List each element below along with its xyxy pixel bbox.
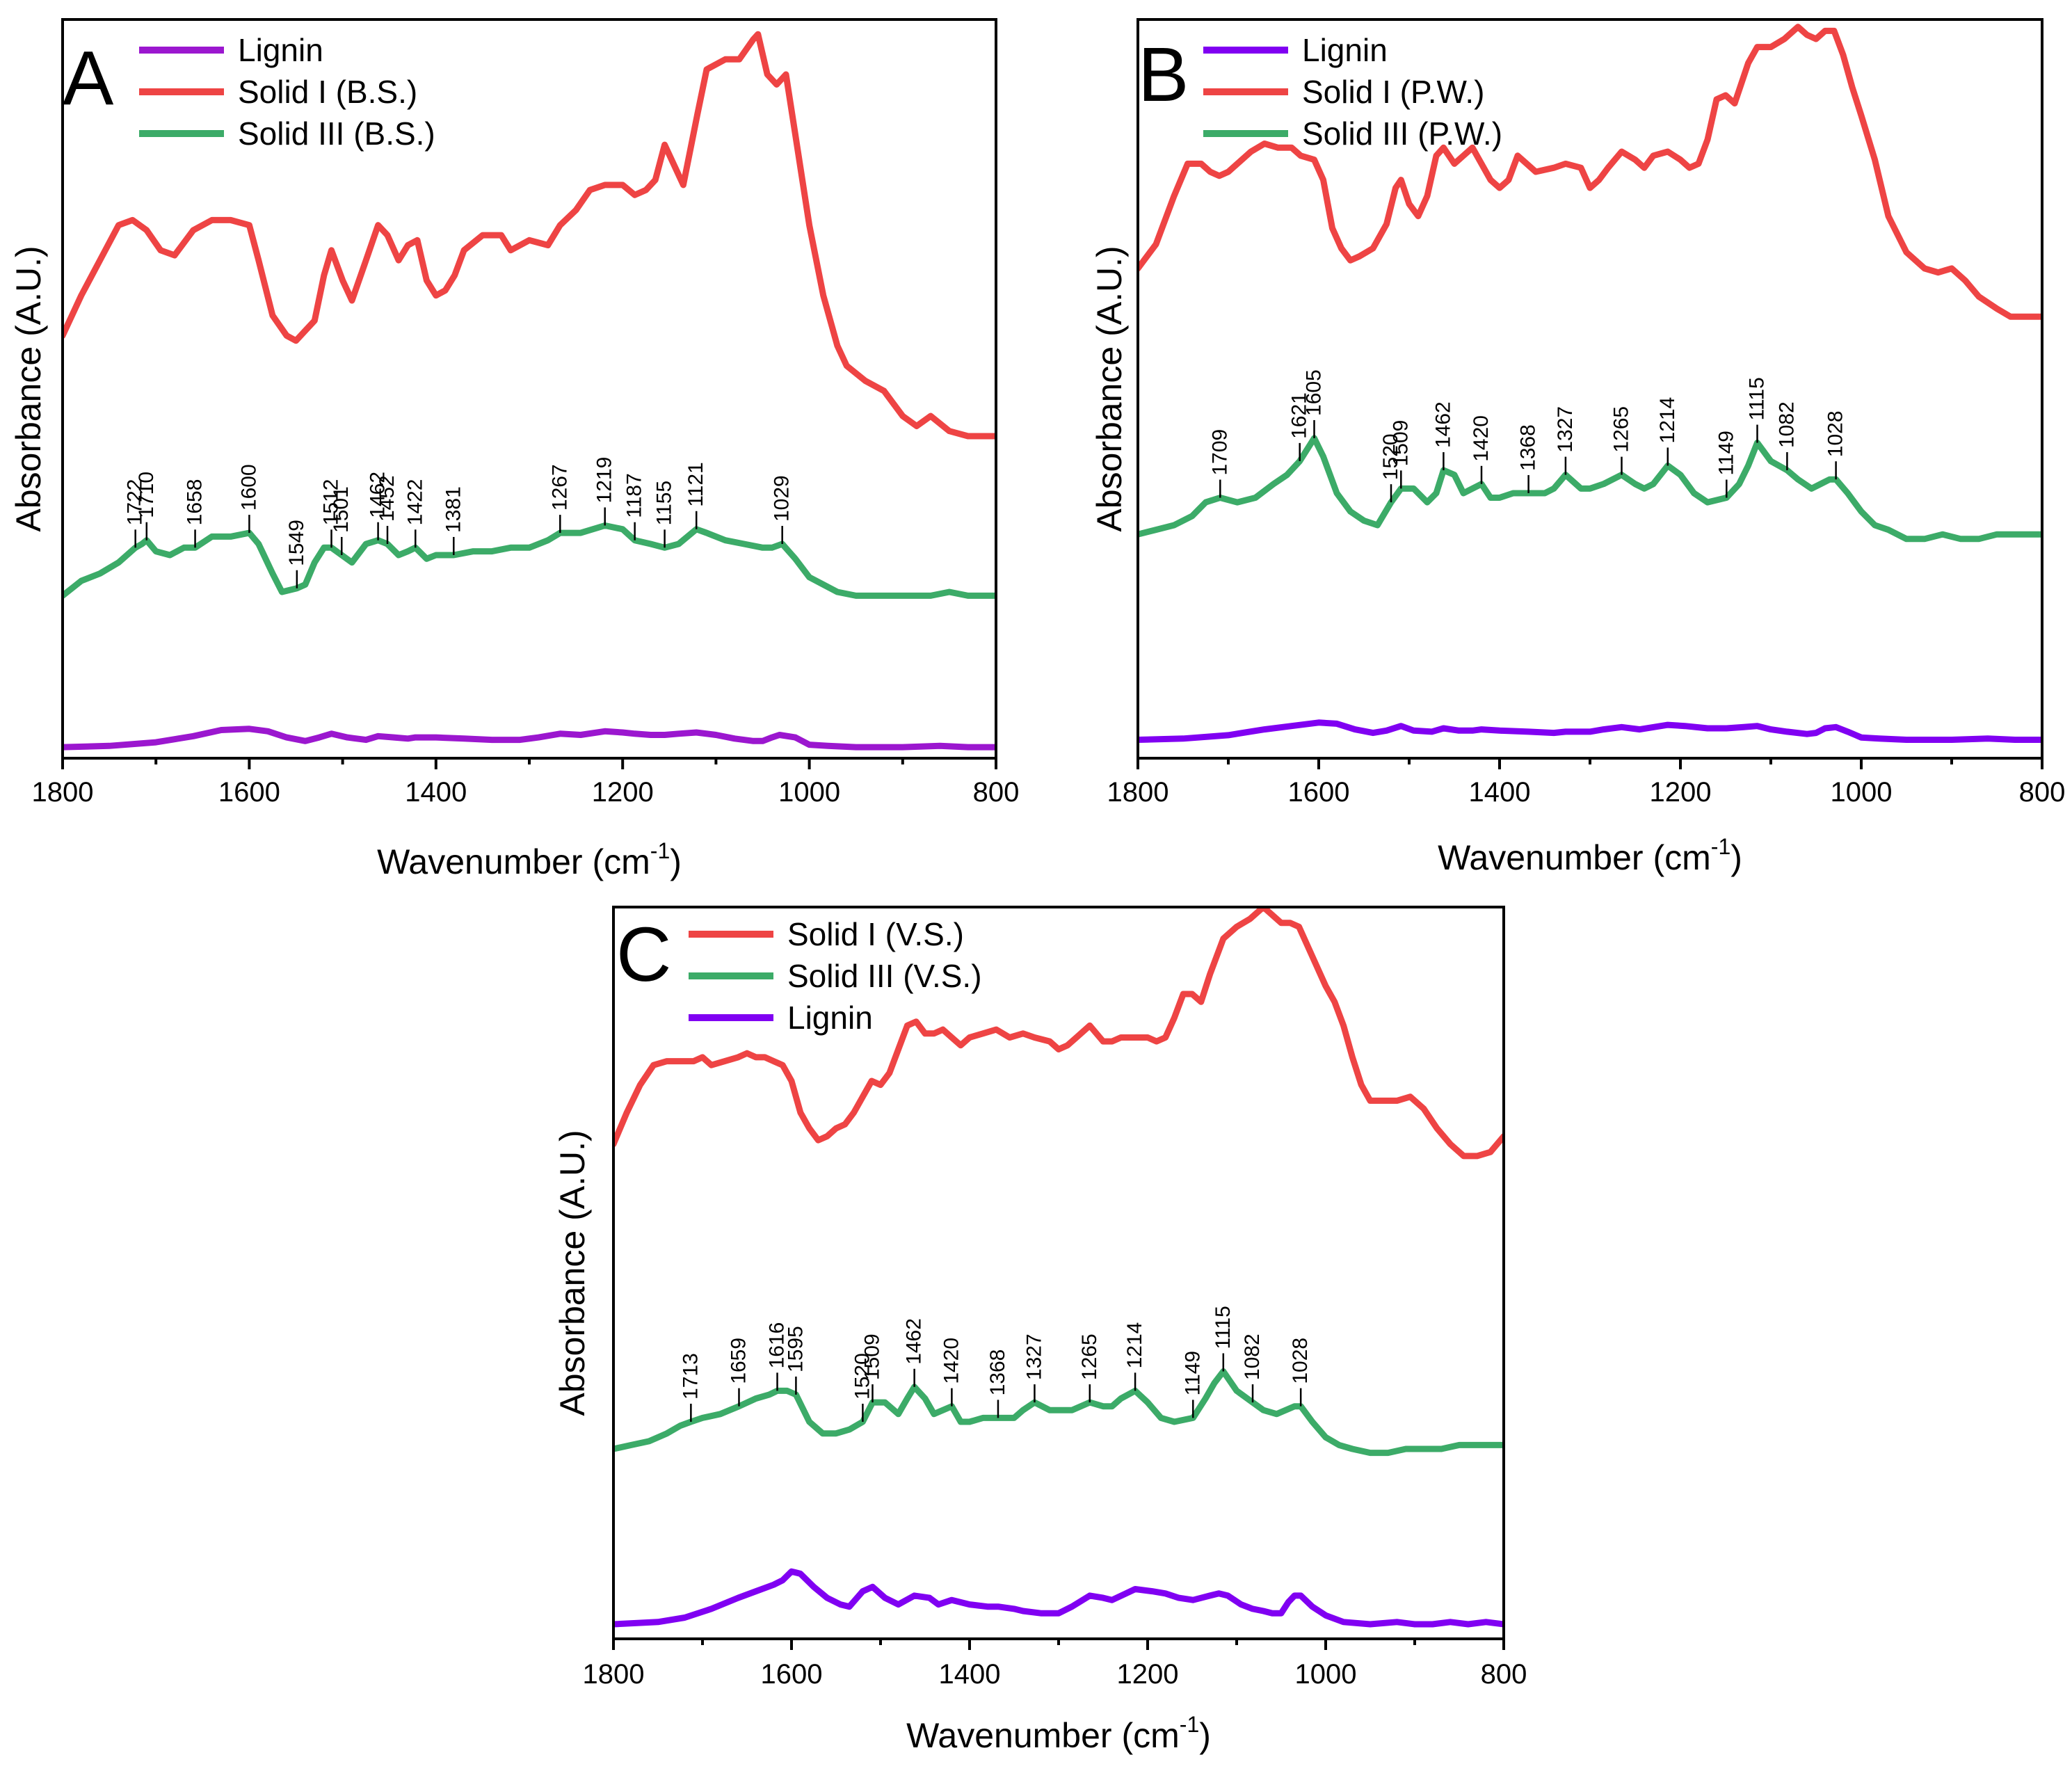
series-line-solid-i-p-w: [1138, 24, 2042, 320]
legend-label: Solid III (P.W.): [1302, 115, 1502, 152]
annotation-label: 1187: [623, 473, 646, 518]
x-axis-title: Wavenumber (cm-1): [377, 838, 682, 881]
annotation-label: 1722: [124, 479, 147, 526]
x-axis-title: Wavenumber (cm-1): [1438, 834, 1742, 877]
y-axis-title: Absorbance (A.U.): [9, 246, 48, 531]
annotation-label: 1214: [1123, 1322, 1146, 1369]
annotation-label: 1659: [727, 1338, 750, 1384]
annotation-label: 1155: [653, 481, 676, 526]
series-line-lignin: [613, 1568, 1504, 1628]
series-line-solid-i-v-s: [613, 907, 1504, 1160]
x-tick-label: 1800: [1107, 777, 1169, 808]
x-axis-title: Wavenumber (cm-1): [906, 1712, 1211, 1755]
annotation-label: 1462: [1431, 401, 1454, 448]
legend-label: Solid I (P.W.): [1302, 74, 1484, 110]
annotation-label: 1520: [851, 1353, 874, 1400]
annotation-label: 1082: [1775, 401, 1798, 448]
x-tick-label: 800: [973, 777, 1020, 808]
x-tick-label: 1200: [1650, 777, 1712, 808]
x-tick-label: 1400: [1469, 777, 1531, 808]
annotation-label: 1028: [1289, 1338, 1312, 1384]
series-line-solid-i-b-s: [63, 31, 996, 440]
x-tick-label: 1800: [583, 1659, 645, 1690]
y-axis-title: Absorbance (A.U.): [1090, 246, 1129, 531]
x-tick-label: 1600: [761, 1659, 823, 1690]
annotation-label: 1265: [1078, 1333, 1101, 1380]
annotation-label: 1600: [237, 464, 260, 511]
annotation-label: 1149: [1714, 431, 1737, 476]
annotation-label: 1381: [442, 486, 465, 533]
x-tick-label: 1600: [1288, 777, 1350, 808]
annotation-label: 1028: [1824, 410, 1847, 457]
annotation-label: 1420: [1470, 415, 1493, 462]
annotation-label: 1501: [330, 486, 353, 533]
annotation-label: 1616: [766, 1322, 789, 1369]
annotation-label: 1713: [679, 1353, 702, 1400]
panel-letter: C: [616, 912, 671, 997]
legend-label: Lignin: [238, 32, 323, 68]
annotation-label: 1658: [184, 479, 207, 526]
x-tick-label: 800: [1481, 1659, 1527, 1690]
series-line-solid-iii-p-w: [1138, 435, 2042, 543]
annotation-label: 1462: [903, 1318, 926, 1365]
annotation-label: 1029: [771, 475, 794, 522]
series-line-lignin: [63, 726, 996, 751]
x-tick-label: 1800: [32, 777, 94, 808]
x-tick-label: 1000: [1831, 777, 1893, 808]
annotation-label: 1462: [367, 472, 389, 518]
annotation-label: 1595: [784, 1326, 807, 1372]
panel-letter: A: [63, 35, 114, 121]
annotation-label: 1115: [1212, 1306, 1235, 1349]
series-line-lignin: [1138, 719, 2042, 743]
annotation-label: 1621: [1288, 392, 1311, 439]
annotation-label: 1327: [1022, 1333, 1045, 1380]
series-line-solid-iii-b-s: [63, 522, 996, 599]
annotation-label: 1512: [319, 479, 342, 526]
annotation-label: 1549: [285, 520, 308, 566]
legend-label: Solid I (B.S.): [238, 74, 417, 110]
annotation-label: 1509: [860, 1333, 883, 1380]
x-tick-label: 800: [2019, 777, 2066, 808]
annotation-label: 1267: [548, 464, 571, 511]
x-tick-label: 1600: [218, 777, 280, 808]
annotation-label: 1115: [1746, 377, 1769, 420]
x-tick-label: 1000: [1295, 1659, 1357, 1690]
legend-label: Solid III (B.S.): [238, 115, 435, 152]
annotation-label: 1422: [403, 479, 426, 526]
legend-label: Lignin: [1302, 32, 1388, 68]
legend-label: Lignin: [787, 1000, 873, 1036]
annotation-label: 1149: [1181, 1351, 1204, 1396]
panel-letter: B: [1138, 32, 1189, 118]
legend-label: Solid I (V.S.): [787, 916, 964, 952]
annotation-label: 1710: [135, 472, 158, 518]
series-line-solid-iii-v-s: [613, 1368, 1504, 1457]
annotation-label: 1368: [986, 1349, 1009, 1396]
annotation-label: 1327: [1554, 406, 1577, 453]
annotation-label: 1082: [1241, 1333, 1264, 1380]
x-tick-label: 1000: [778, 777, 840, 808]
y-axis-title: Absorbance (A.U.): [553, 1130, 592, 1416]
annotation-label: 1219: [593, 457, 616, 504]
annotation-label: 1265: [1610, 406, 1633, 453]
x-tick-label: 1200: [1117, 1659, 1179, 1690]
legend-label: Solid III (V.S.): [787, 958, 982, 994]
annotation-label: 1368: [1517, 424, 1540, 471]
x-tick-label: 1200: [592, 777, 654, 808]
annotation-label: 1121: [684, 462, 707, 507]
x-tick-label: 1400: [939, 1659, 1001, 1690]
annotation-label: 1605: [1303, 369, 1326, 416]
annotation-label: 1709: [1208, 429, 1231, 476]
annotation-label: 1214: [1656, 397, 1679, 444]
annotation-label: 1452: [376, 475, 399, 522]
x-tick-label: 1400: [405, 777, 467, 808]
annotation-label: 1509: [1389, 420, 1412, 467]
annotation-label: 1520: [1379, 433, 1402, 480]
annotation-label: 1420: [940, 1338, 963, 1384]
